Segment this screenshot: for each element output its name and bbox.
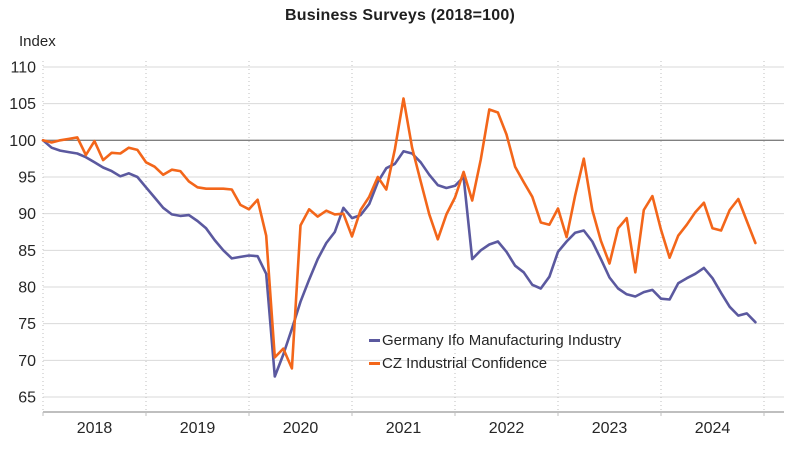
y-axis-unit-label: Index <box>19 33 56 50</box>
y-tick-label: 70 <box>18 353 36 370</box>
x-tick-label: 2021 <box>386 420 422 437</box>
x-tick-label: 2020 <box>283 420 319 437</box>
x-tick-label: 2019 <box>180 420 216 437</box>
chart-title: Business Surveys (2018=100) <box>285 7 515 24</box>
cz-confidence-legend-label: CZ Industrial Confidence <box>382 354 548 372</box>
x-tick-label: 2018 <box>77 420 113 437</box>
y-tick-label: 65 <box>18 390 36 407</box>
y-tick-label: 75 <box>18 316 36 333</box>
germany-ifo-line <box>41 139 757 378</box>
x-tick-label: 2022 <box>489 420 525 437</box>
x-tick-label: 2023 <box>592 420 628 437</box>
cz-confidence-legend-dash-icon <box>369 361 380 365</box>
legend: Germany Ifo Manufacturing Industry CZ In… <box>369 330 621 373</box>
y-tick-label: 110 <box>10 60 36 77</box>
germany-ifo-legend-label: Germany Ifo Manufacturing Industry <box>382 331 622 349</box>
y-tick-label: 80 <box>18 280 36 297</box>
y-tick-label: 90 <box>18 206 36 223</box>
y-tick-label: 105 <box>9 96 36 113</box>
germany-ifo-legend-dash-icon <box>369 338 380 342</box>
legend-item-germany-ifo: Germany Ifo Manufacturing Industry <box>369 330 621 350</box>
cz-confidence-line <box>41 97 757 370</box>
y-tick-label: 85 <box>18 243 36 260</box>
legend-item-cz-confidence: CZ Industrial Confidence <box>369 353 621 373</box>
y-tick-label: 95 <box>18 170 36 187</box>
x-tick-label: 2024 <box>695 420 731 437</box>
y-tick-label: 100 <box>9 133 36 150</box>
